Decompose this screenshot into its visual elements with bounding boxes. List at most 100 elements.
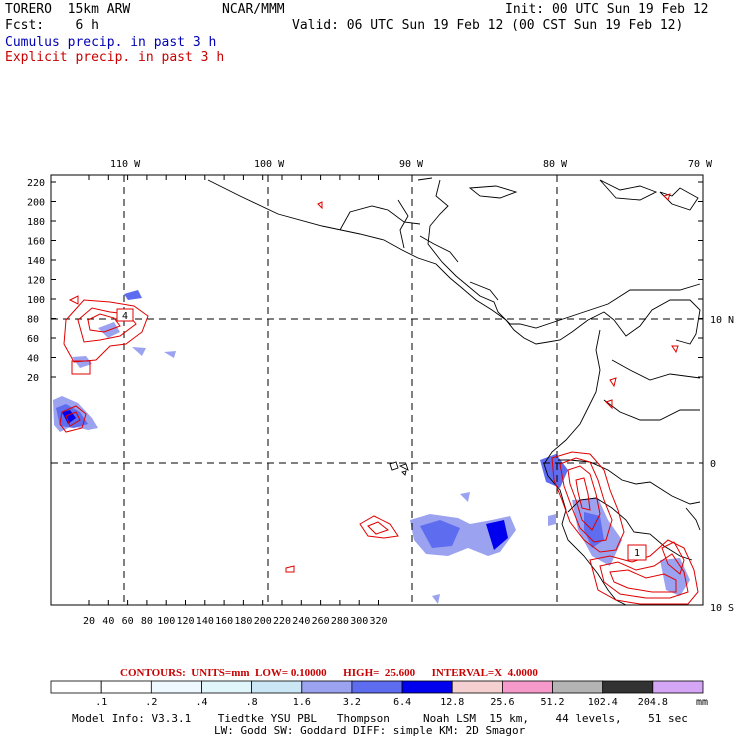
- map-frame: [50, 174, 704, 606]
- valid-time: Valid: 06 UTC Sun 19 Feb 12 (00 CST Sun …: [292, 18, 684, 33]
- caribbean-island: [659, 187, 699, 211]
- color-swatch: [50, 680, 102, 694]
- color-swatch: [150, 680, 202, 694]
- contour: [609, 569, 677, 593]
- lon-label: 100 W: [254, 159, 285, 170]
- lat-label: 10 N: [710, 315, 734, 326]
- contour: [285, 565, 295, 573]
- physics-info: LW: Godd SW: Goddard DIFF: simple KM: 2D…: [214, 724, 526, 737]
- precip-patch: [548, 514, 556, 526]
- color-swatch: [251, 680, 303, 694]
- color-value: .2: [145, 697, 157, 708]
- precip-patch: [72, 356, 92, 368]
- color-value: 6.4: [393, 697, 411, 708]
- color-swatch: [201, 680, 253, 694]
- contour: [87, 313, 121, 333]
- border-line: [611, 359, 701, 381]
- y-tick-label: 160: [27, 237, 45, 248]
- color-value: .1: [95, 697, 107, 708]
- x-tick-label: 180: [234, 616, 252, 627]
- border-line: [603, 399, 700, 421]
- lon-label: 110 W: [110, 159, 141, 170]
- contour: [359, 515, 399, 539]
- border-line: [685, 507, 701, 531]
- x-tick-label: 160: [215, 616, 233, 627]
- caribbean-island: [599, 179, 658, 201]
- contour: [367, 521, 390, 535]
- cumulus-precip-fill: [53, 290, 690, 604]
- x-tick-label: 260: [312, 616, 330, 627]
- contour: [59, 405, 87, 433]
- contour: [663, 193, 671, 201]
- galapagos: [401, 470, 407, 476]
- high-box: [627, 544, 647, 561]
- border-line: [419, 235, 459, 263]
- model-title: TORERO 15km ARW: [5, 2, 131, 17]
- y-tick-label: 60: [27, 334, 39, 345]
- contour: [609, 377, 617, 388]
- contour: [551, 451, 625, 553]
- x-tick-label: 100: [157, 616, 175, 627]
- color-value: 51.2: [541, 697, 565, 708]
- y-tick-label: 100: [27, 295, 45, 306]
- galapagos: [398, 463, 409, 471]
- color-legend: .1 .2 .4 .8 1.6 3.2 6.4 12.8 25.6 51.2 102.4 204.8 m…: [50, 680, 708, 708]
- color-swatch: [100, 680, 152, 694]
- border-line: [339, 205, 421, 231]
- contour: [589, 539, 699, 605]
- contour: [65, 411, 81, 427]
- contour: [599, 553, 689, 599]
- x-tick-label: 220: [273, 616, 291, 627]
- precip-patch: [486, 520, 508, 550]
- color-swatch: [501, 680, 553, 694]
- color-value: .4: [196, 697, 208, 708]
- cumulus-precip-label: Cumulus precip. in past 3 h: [5, 35, 217, 50]
- color-value: 3.2: [343, 697, 361, 708]
- precip-patch: [460, 492, 470, 502]
- color-value: 204.8: [638, 697, 668, 708]
- axis-ticks: [51, 175, 703, 605]
- high-value: 4: [122, 311, 128, 322]
- color-swatch: [602, 680, 654, 694]
- y-tick-label: 140: [27, 256, 45, 267]
- x-tick-label: 20: [83, 616, 95, 627]
- lat-lon-grid: [51, 175, 703, 605]
- model-info: Model Info: V3.3.1 Tiedtke YSU PBL Thomp…: [72, 712, 688, 725]
- contour: [317, 201, 323, 210]
- lon-label: 80 W: [543, 159, 568, 170]
- x-grid-labels: 20 40 60 80 100 120 140 160 180 200 220 240 260 280 30…: [83, 616, 388, 627]
- central-america-coast: [427, 179, 701, 329]
- lon-label: 90 W: [399, 159, 424, 170]
- explicit-precip-contours: [59, 193, 699, 605]
- contour: [559, 457, 613, 543]
- precip-patch: [660, 558, 690, 596]
- contour: [68, 295, 79, 305]
- high-markers: 4 1: [71, 308, 647, 561]
- unit-label: mm: [696, 697, 708, 708]
- forecast-hour: Fcst: 6 h: [5, 18, 99, 33]
- color-value: 12.8: [440, 697, 464, 708]
- x-tick-label: 40: [102, 616, 114, 627]
- color-value: .8: [246, 697, 258, 708]
- contour-info: CONTOURS: UNITS=mm LOW= 0.10000 HIGH= 25…: [120, 667, 538, 679]
- init-time: Init: 00 UTC Sun 19 Feb 12: [505, 2, 709, 17]
- lat-label: 10 S: [710, 603, 734, 614]
- precip-patch: [124, 290, 142, 300]
- y-tick-label: 200: [27, 198, 45, 209]
- color-value: 1.6: [293, 697, 311, 708]
- precip-patch: [132, 347, 146, 356]
- y-tick-label: 180: [27, 217, 45, 228]
- south-america-coast: [543, 329, 627, 606]
- precip-patch: [584, 512, 604, 548]
- high-box: [71, 360, 91, 375]
- border-line: [469, 281, 499, 301]
- y-tick-label: 40: [27, 354, 39, 365]
- y-tick-label: 20: [27, 373, 39, 384]
- color-swatch: [451, 680, 503, 694]
- x-tick-label: 120: [177, 616, 195, 627]
- south-america-coast: [613, 299, 701, 345]
- color-swatch: [401, 680, 453, 694]
- contour: [661, 541, 685, 575]
- color-swatch: [301, 680, 353, 694]
- yucatan: [417, 177, 433, 181]
